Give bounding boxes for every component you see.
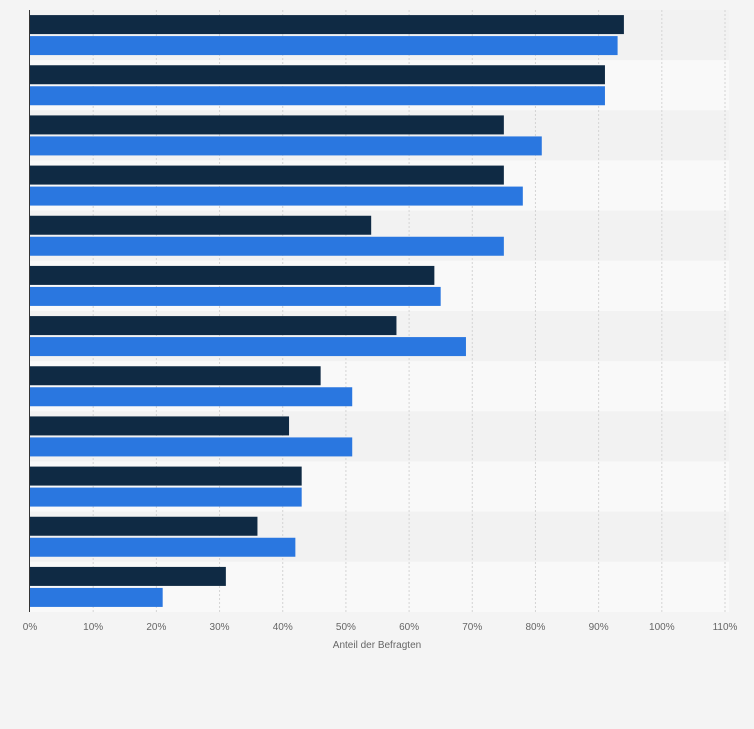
bar-series-1	[30, 416, 290, 436]
x-tick-label: 10%	[83, 622, 103, 633]
x-tick-label: 70%	[462, 622, 482, 633]
bar-series-2	[30, 587, 163, 607]
x-tick-label: 40%	[273, 622, 293, 633]
x-tick-label: 20%	[146, 622, 166, 633]
bar-series-2	[30, 487, 302, 507]
x-axis-title: Anteil der Befragten	[333, 640, 421, 651]
bar-series-2	[30, 36, 618, 56]
bar-series-2	[30, 286, 441, 306]
x-tick-label: 90%	[589, 622, 609, 633]
bar-series-1	[30, 316, 397, 336]
bar-series-2	[30, 537, 296, 557]
x-tick-label: 80%	[525, 622, 545, 633]
x-tick-label: 30%	[210, 622, 230, 633]
bar-series-1	[30, 165, 504, 185]
bar-series-2	[30, 387, 353, 407]
bar-series-1	[30, 366, 321, 386]
bars	[30, 15, 624, 607]
bar-series-1	[30, 265, 435, 285]
bar-series-1	[30, 516, 258, 536]
bar-series-2	[30, 136, 542, 156]
bar-series-2	[30, 236, 504, 256]
bar-series-2	[30, 86, 605, 106]
x-tick-label: 50%	[336, 622, 356, 633]
bar-series-1	[30, 15, 624, 35]
x-tick-labels: 0% 10% 20% 30% 40% 50% 60% 70% 80% 90% 100% 110%	[23, 622, 738, 633]
bar-series-2	[30, 337, 466, 357]
bar-series-2	[30, 437, 353, 457]
x-tick-label: 100%	[649, 622, 675, 633]
bar-series-1	[30, 65, 605, 85]
bar-series-1	[30, 566, 226, 586]
gridlines	[92, 10, 726, 612]
bar-series-1	[30, 215, 372, 235]
bar-series-1	[30, 115, 504, 135]
x-tick-label: 60%	[399, 622, 419, 633]
x-tick-label: 110%	[713, 622, 738, 633]
bar-series-1	[30, 466, 302, 486]
bar-series-2	[30, 186, 523, 206]
x-tick-label: 0%	[23, 622, 38, 633]
